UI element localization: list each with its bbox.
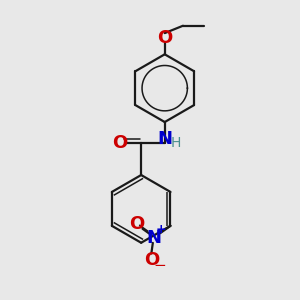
Text: N: N [157, 130, 172, 148]
Text: O: O [157, 29, 172, 47]
Text: O: O [144, 251, 159, 269]
Text: +: + [155, 223, 166, 236]
Text: H: H [171, 136, 181, 150]
Text: O: O [112, 134, 128, 152]
Text: O: O [129, 215, 144, 233]
Text: −: − [153, 258, 166, 273]
Text: N: N [147, 229, 162, 247]
